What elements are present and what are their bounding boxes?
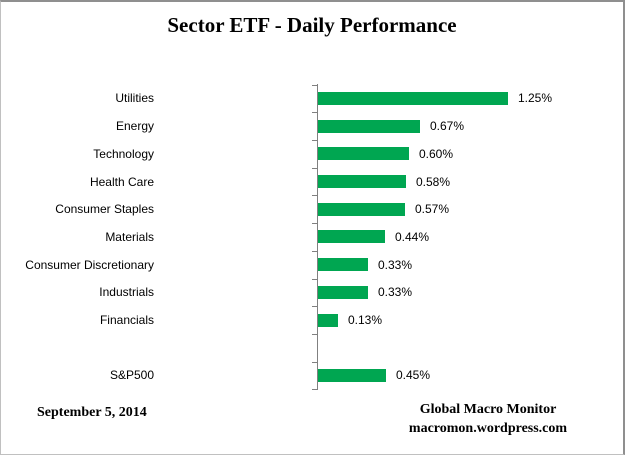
value-label-s-p500: 0.45% — [396, 368, 431, 382]
axis-tick — [312, 334, 318, 335]
chart-title: Sector ETF - Daily Performance — [167, 13, 457, 37]
axis-tick — [312, 112, 318, 113]
category-label-financials: Financials — [99, 313, 154, 327]
bar-technology — [318, 147, 409, 160]
category-label-utilities: Utilities — [115, 91, 154, 105]
value-label-technology: 0.60% — [419, 147, 454, 161]
bar-consumer-staples — [318, 203, 405, 216]
category-label-energy: Energy — [115, 119, 154, 133]
category-label-s-p500: S&P500 — [109, 368, 154, 382]
value-label-consumer-discretionary: 0.33% — [378, 258, 413, 272]
bar-energy — [318, 120, 420, 133]
category-label-technology: Technology — [93, 147, 154, 161]
category-label-materials: Materials — [105, 230, 154, 244]
category-label-industrials: Industrials — [99, 285, 154, 299]
credit-line-1: Global Macro Monitor — [419, 402, 557, 417]
bar-utilities — [318, 92, 508, 105]
value-label-energy: 0.67% — [430, 119, 465, 133]
value-label-financials: 0.13% — [348, 313, 383, 327]
axis-tick — [312, 389, 318, 390]
bar-industrials — [318, 286, 368, 299]
bar-health-care — [318, 175, 406, 188]
value-label-utilities: 1.25% — [518, 91, 553, 105]
axis-tick — [312, 85, 318, 86]
axis-tick — [312, 223, 318, 224]
axis-tick — [312, 251, 318, 252]
axis-tick — [312, 140, 318, 141]
axis-tick — [312, 362, 318, 363]
bar-financials — [318, 314, 338, 327]
bar-consumer-discretionary — [318, 258, 368, 271]
bar-materials — [318, 230, 385, 243]
category-label-consumer-discretionary: Consumer Discretionary — [25, 258, 154, 272]
category-label-health-care: Health Care — [89, 175, 154, 189]
axis-tick — [312, 195, 318, 196]
value-label-consumer-staples: 0.57% — [415, 202, 450, 216]
value-label-materials: 0.44% — [395, 230, 430, 244]
bar-s-p500 — [318, 369, 386, 382]
footer-date: September 5, 2014 — [37, 405, 147, 420]
axis-tick — [312, 306, 318, 307]
value-label-industrials: 0.33% — [378, 285, 413, 299]
footer-credit: Global Macro Monitor macromon.wordpress.… — [338, 400, 623, 438]
value-label-health-care: 0.58% — [416, 175, 451, 189]
credit-line-2: macromon.wordpress.com — [408, 421, 568, 436]
category-axis-line — [317, 84, 318, 389]
axis-tick — [312, 168, 318, 169]
category-label-consumer-staples: Consumer Staples — [55, 202, 154, 216]
axis-tick — [312, 279, 318, 280]
